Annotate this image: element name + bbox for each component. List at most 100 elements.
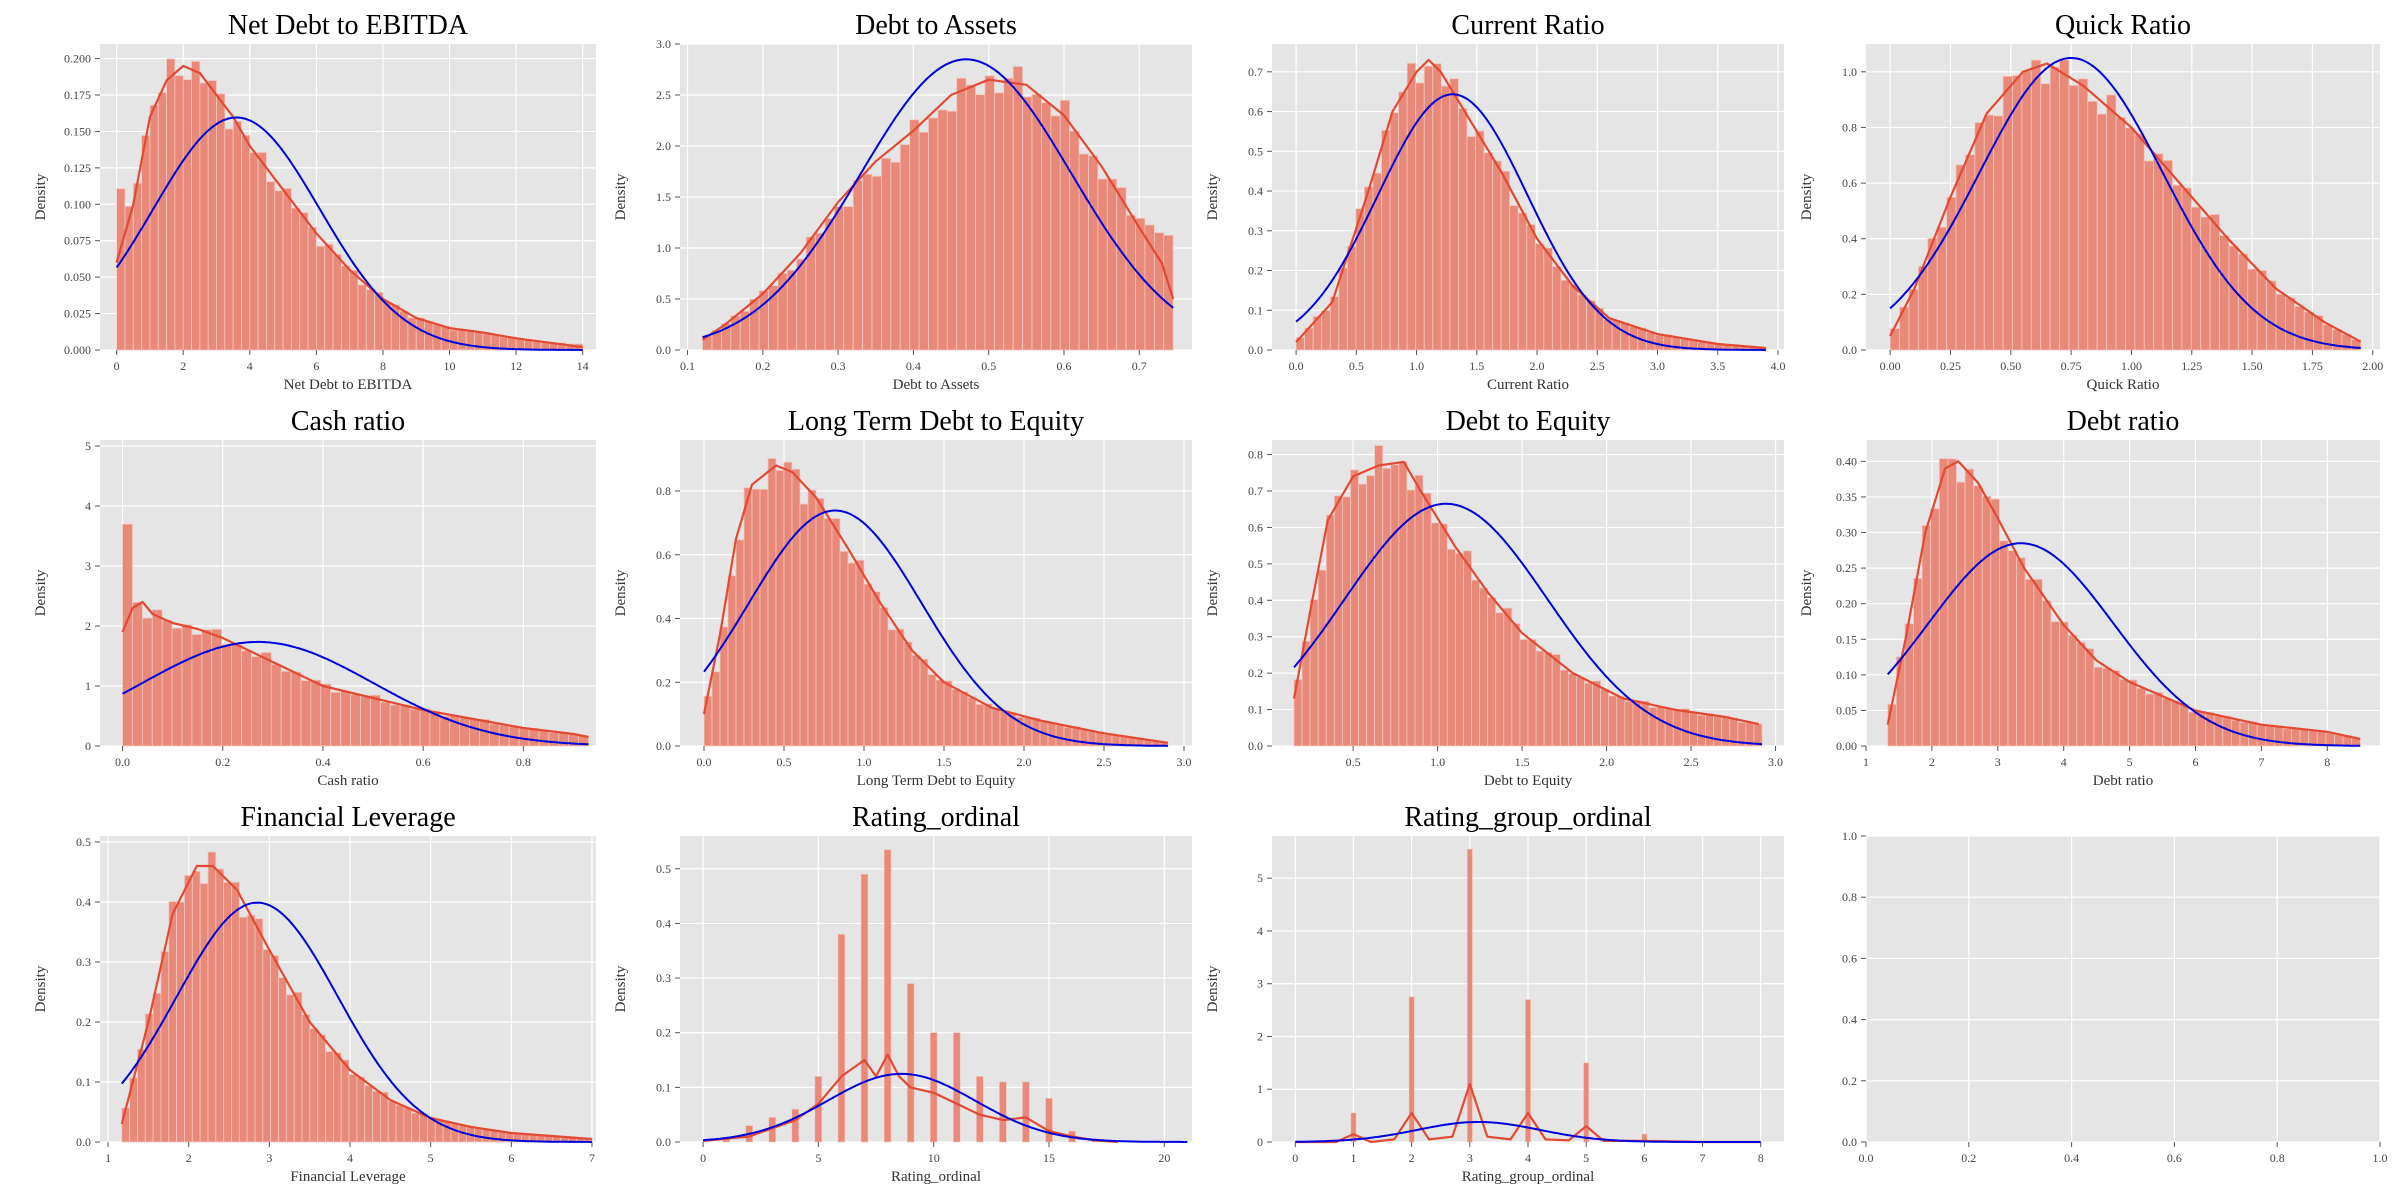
histogram-bar [1656, 706, 1666, 747]
histogram-bar [1511, 623, 1521, 747]
histogram-bar [2125, 127, 2136, 351]
histogram-bar [1031, 94, 1042, 351]
histogram-bar [735, 539, 745, 747]
chart-panel-6: 0.0 0.5 1.0 1.5 2.0 2.5 3.0 0.0 0.2 0.4 0.6 0.8 Long… [613, 406, 1192, 789]
histogram-bar [257, 151, 267, 351]
histogram-bar [799, 503, 809, 747]
histogram-bar [1406, 62, 1417, 351]
x-tick-label: 0.2 [1961, 1151, 1976, 1165]
chart-title: Current Ratio [1451, 10, 1604, 41]
histogram-bar [270, 955, 279, 1143]
axis-ticks: 0.5 1.0 1.5 2.0 2.5 3.0 0.0 0.1 0.2 0.3 0.4 0.5 0.6 0… [1248, 448, 1783, 769]
histogram-bar [1466, 848, 1473, 1143]
histogram-bar [141, 134, 151, 351]
y-tick-label: 0.2 [1248, 264, 1263, 278]
histogram-bar [2134, 133, 2145, 351]
histogram-bar [1325, 514, 1335, 747]
x-tick-label: 0.0 [115, 755, 130, 769]
histogram-bar [2049, 66, 2060, 351]
x-tick-label: 4 [347, 1151, 353, 1165]
histogram-bar [349, 269, 359, 351]
histogram-bar [232, 121, 242, 351]
histogram-bar [2016, 557, 2026, 747]
histogram-bar [1125, 214, 1136, 351]
histogram-bar [946, 110, 958, 351]
x-tick-label: 1.00 [2121, 359, 2142, 373]
histogram-bar [1990, 498, 2000, 747]
histogram-bar [1487, 597, 1497, 747]
histogram-bar [324, 243, 334, 351]
histogram-bar [1022, 1081, 1030, 1143]
histogram-bar [805, 236, 816, 351]
histogram-bar [1454, 552, 1464, 747]
y-tick-label: 1.0 [1842, 829, 1857, 843]
histogram-bar [285, 994, 295, 1143]
y-axis-label: Density [1205, 965, 1221, 1012]
histogram-bar [786, 269, 798, 351]
histogram-bar [2136, 687, 2146, 747]
histogram-bar [999, 710, 1009, 747]
histogram-bar [815, 497, 825, 747]
histogram-bar [2316, 730, 2327, 747]
histogram-bar [993, 92, 1005, 351]
x-tick-label: 1 [1863, 755, 1869, 769]
histogram-bar [320, 683, 332, 747]
histogram-bar [340, 265, 351, 351]
x-tick-label: 0.6 [416, 755, 431, 769]
histogram-bar [1358, 483, 1367, 747]
chart-title: Cash ratio [291, 406, 405, 437]
x-tick-label: 8 [2324, 755, 2330, 769]
histogram-bar [1346, 245, 1357, 351]
histogram-bar [348, 1074, 358, 1143]
histogram-bar [860, 873, 869, 1143]
histogram-bar [1479, 587, 1489, 747]
histogram-bar [201, 629, 213, 747]
y-tick-label: 0.2 [656, 1026, 671, 1040]
histogram-bar [1495, 612, 1505, 747]
histogram-bar [290, 671, 302, 747]
histogram-bar [231, 644, 242, 747]
x-tick-label: 20 [1158, 1151, 1170, 1165]
y-tick-label: 0.125 [64, 161, 91, 175]
histogram-bar [538, 729, 550, 747]
histogram-bars [1293, 445, 1763, 747]
histogram-bar [274, 190, 284, 351]
x-tick-label: 8 [1758, 1151, 1764, 1165]
x-tick-label: 2 [1409, 1151, 1415, 1165]
histogram-bar [350, 693, 361, 747]
histogram-bar [1956, 481, 1966, 747]
y-tick-label: 0.6 [1248, 520, 1263, 534]
histogram-bar [2040, 83, 2051, 351]
histogram-bar [246, 914, 256, 1143]
x-tick-label: 6 [313, 359, 319, 373]
histogram-bar [1492, 160, 1502, 351]
x-tick-label: 0.6 [1057, 359, 1072, 373]
y-tick-label: 3 [1257, 977, 1263, 991]
histogram-bar [1422, 492, 1432, 747]
histogram-bar [231, 881, 240, 1143]
histogram-bar [1509, 205, 1519, 351]
normal-fit-line [703, 509, 1169, 747]
axis-ticks: 0.0 0.5 1.0 1.5 2.0 2.5 3.0 3.5 4.0 0.0 0.1 0.2 0.3 0… [1248, 65, 1785, 373]
axis-ticks: 0.0 0.2 0.4 0.6 0.8 0 1 2 3 4 5 [85, 439, 531, 769]
x-tick-label: 1.0 [1409, 359, 1424, 373]
histogram-bar [2179, 703, 2189, 747]
histogram-bar [2188, 711, 2198, 747]
x-tick-label: 15 [1043, 1151, 1055, 1165]
x-tick-label: 0.4 [315, 755, 330, 769]
histogram-bar [1440, 85, 1451, 351]
y-tick-label: 0.200 [64, 52, 91, 66]
histogram-bar [293, 991, 303, 1143]
histogram-bar [1333, 495, 1343, 747]
chart-panel-2: 0.1 0.2 0.3 0.4 0.5 0.6 0.7 0.0 0.5 1.0 1.5 2.0 2.5 3… [613, 10, 1192, 393]
histogram-bar [2106, 94, 2117, 351]
histogram-bar [1341, 496, 1351, 747]
y-tick-label: 0.5 [76, 835, 91, 849]
histogram-bar [278, 977, 287, 1143]
y-axis-label: Density [1799, 569, 1815, 616]
histogram-bar [951, 689, 961, 747]
histogram-bar [207, 80, 217, 351]
x-tick-label: 0.3 [831, 359, 846, 373]
histogram-bar [906, 983, 915, 1143]
histogram-bar [325, 1051, 334, 1143]
